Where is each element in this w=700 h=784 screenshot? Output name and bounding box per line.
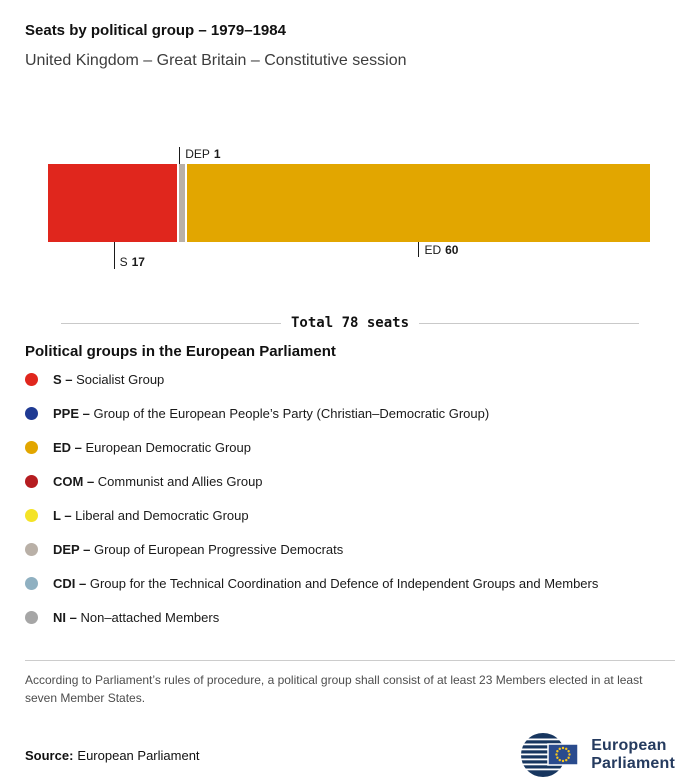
group-name: Liberal and Democratic Group [75,507,249,523]
group-name: Group of European Progressive Democrats [93,541,344,557]
group-abbr: COM – [53,473,98,489]
group-color-dot [25,372,38,386]
group-abbr: CDI – [53,575,90,591]
divider-line-right [419,322,640,324]
divider-line-left [61,322,281,324]
group-abbr: DEP – [53,541,94,557]
legend-item: NI – Non–attached Members [25,600,675,634]
source-label: Source: [25,747,74,763]
eu-flag-stars [555,746,571,763]
bar-segment-ed [186,164,650,242]
legend-item: ED – European Democratic Group [25,430,675,464]
legend-item: CDI – Group for the Technical Coordinati… [25,566,675,600]
eu-flag [547,743,579,766]
group-abbr: NI – [53,609,81,625]
group-name: European Democratic Group [85,439,251,455]
footnote-divider [25,660,675,661]
group-color-dot [25,440,38,454]
source-value: European Parliament [77,747,200,763]
bar-label-s: S 17 [113,242,145,269]
ep-logo-line1: European [591,736,667,754]
legend-list: S – Socialist Group PPE – Group of the E… [25,362,675,634]
footer: Source: European Parliament [25,731,675,779]
source-line: Source: European Parliament [25,748,200,763]
bar-segment-dep [179,164,187,242]
page-subtitle: United Kingdom – Great Britain – Constit… [25,52,407,69]
legend-item: L – Liberal and Democratic Group [25,498,675,532]
legend-heading: Political groups in the European Parliam… [25,343,336,360]
group-color-dot [25,406,38,420]
bar-segment-s [48,164,180,242]
legend-item: DEP – Group of European Progressive Demo… [25,532,675,566]
ep-logo-line2: Parliament [591,755,675,772]
group-name: Group of the European People’s Party (Ch… [93,405,490,421]
group-color-dot [25,576,38,590]
total-seats-label: Total 78 seats [291,315,410,331]
group-abbr: ED – [53,439,86,455]
footnote: According to Parliament’s rules of proce… [25,673,643,705]
seats-chart: S 17 DEP 1 ED 60 [48,147,650,270]
group-color-dot [25,542,38,556]
group-color-dot [25,610,38,624]
stacked-bar [48,164,650,242]
ep-logo: European Parliament [521,731,675,779]
group-name: Non–attached Members [80,609,220,625]
group-name: Group for the Technical Coordination and… [89,575,599,591]
bar-label-ed: ED 60 [418,242,458,257]
group-abbr: L – [53,507,76,523]
group-abbr: PPE – [53,405,94,421]
total-seats-divider: Total 78 seats [61,315,640,331]
group-color-dot [25,474,38,488]
ep-logo-mark [521,733,579,777]
page-title: Seats by political group – 1979–1984 [25,22,286,39]
group-abbr: S – [53,371,77,387]
group-name: Socialist Group [76,371,165,387]
legend-item: PPE – Group of the European People’s Par… [25,396,675,430]
group-color-dot [25,508,38,522]
legend-item: COM – Communist and Allies Group [25,464,675,498]
group-name: Communist and Allies Group [97,473,263,489]
bar-label-dep: DEP 1 [179,147,221,164]
ep-logo-wordmark: European Parliament [591,737,675,774]
legend-item: S – Socialist Group [25,362,675,396]
